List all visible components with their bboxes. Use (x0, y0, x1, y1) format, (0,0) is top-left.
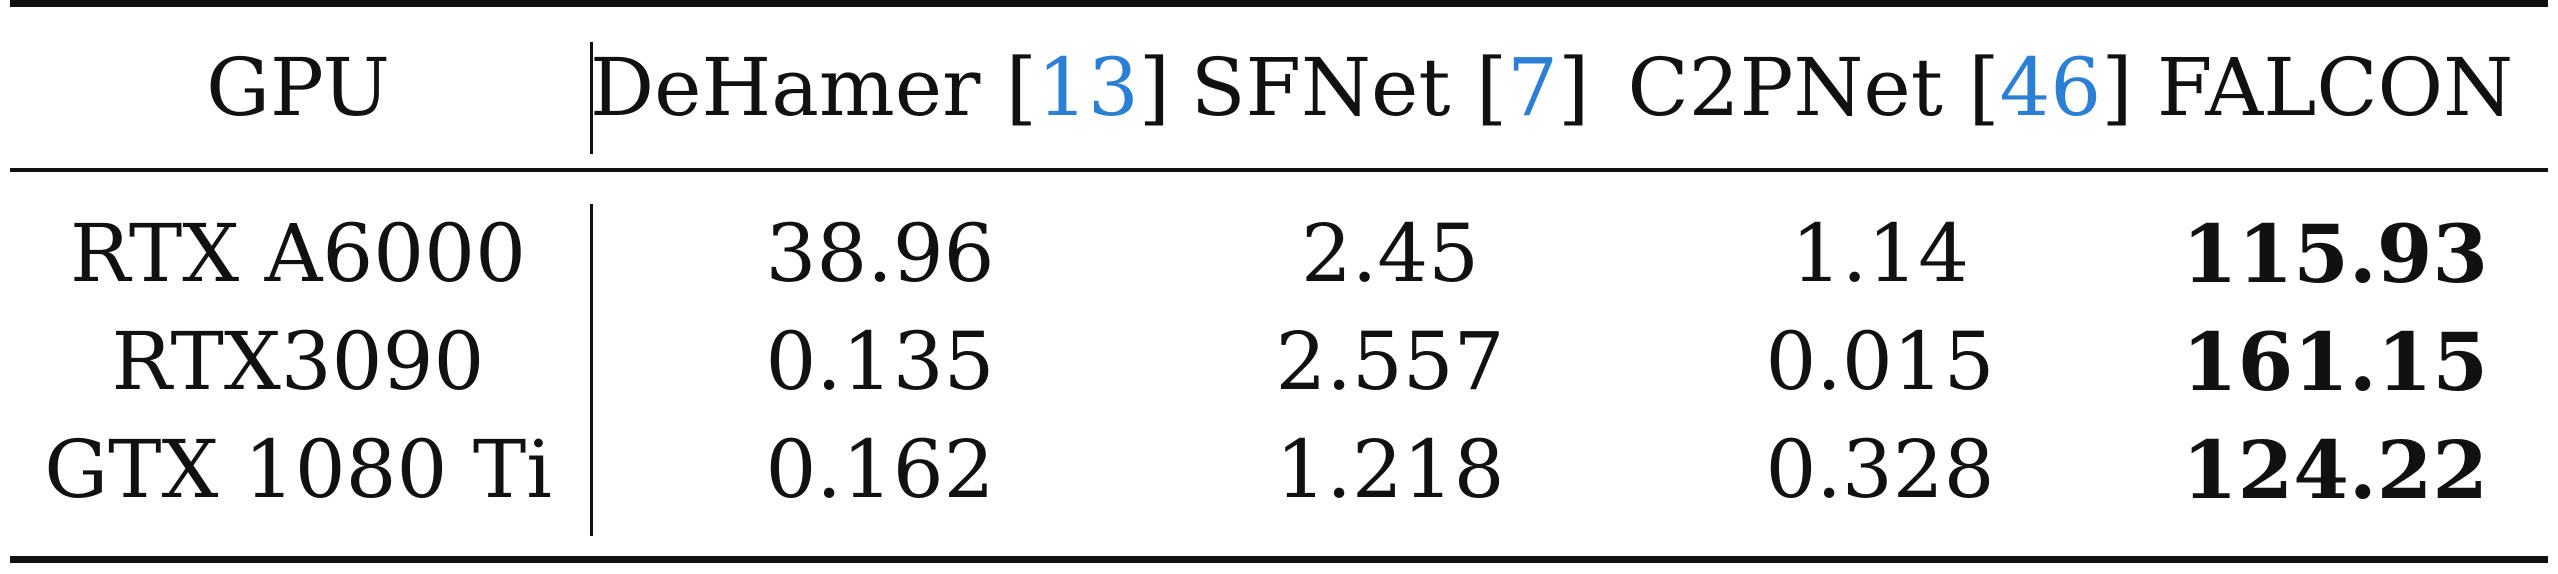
citation-link[interactable]: 46 (1999, 41, 2102, 134)
cell-sfnet: 2.557 (1275, 315, 1505, 408)
header-c2pnet: C2PNet [46] (1627, 41, 2133, 134)
cell-gpu: RTX A6000 (70, 207, 526, 300)
cell-gpu: RTX3090 (111, 315, 485, 408)
header-rule (10, 168, 2548, 172)
header-falcon: FALCON (2156, 41, 2514, 134)
header-dehamer: DeHamer [13] (589, 41, 1171, 134)
header-gpu: GPU (206, 41, 390, 134)
citation-link[interactable]: 7 (1507, 41, 1559, 134)
header-sfnet: SFNet [7] (1190, 41, 1590, 134)
cell-gpu: GTX 1080 Ti (44, 423, 552, 516)
cell-sfnet: 1.218 (1275, 423, 1505, 516)
cell-c2pnet: 0.328 (1765, 423, 1995, 516)
cell-falcon: 115.93 (2181, 207, 2489, 301)
cell-falcon: 124.22 (2181, 423, 2489, 517)
cell-c2pnet: 0.015 (1765, 315, 1995, 408)
cell-c2pnet: 1.14 (1790, 207, 1970, 300)
cell-dehamer: 38.96 (765, 207, 995, 300)
cell-falcon: 161.15 (2181, 315, 2489, 409)
header-column-divider (590, 42, 593, 154)
cell-sfnet: 2.45 (1300, 207, 1480, 300)
cell-dehamer: 0.162 (765, 423, 995, 516)
cell-dehamer: 0.135 (765, 315, 995, 408)
top-rule (10, 0, 2548, 7)
bottom-rule (10, 556, 2548, 563)
citation-link[interactable]: 13 (1037, 41, 1139, 134)
body-column-divider (590, 204, 593, 536)
